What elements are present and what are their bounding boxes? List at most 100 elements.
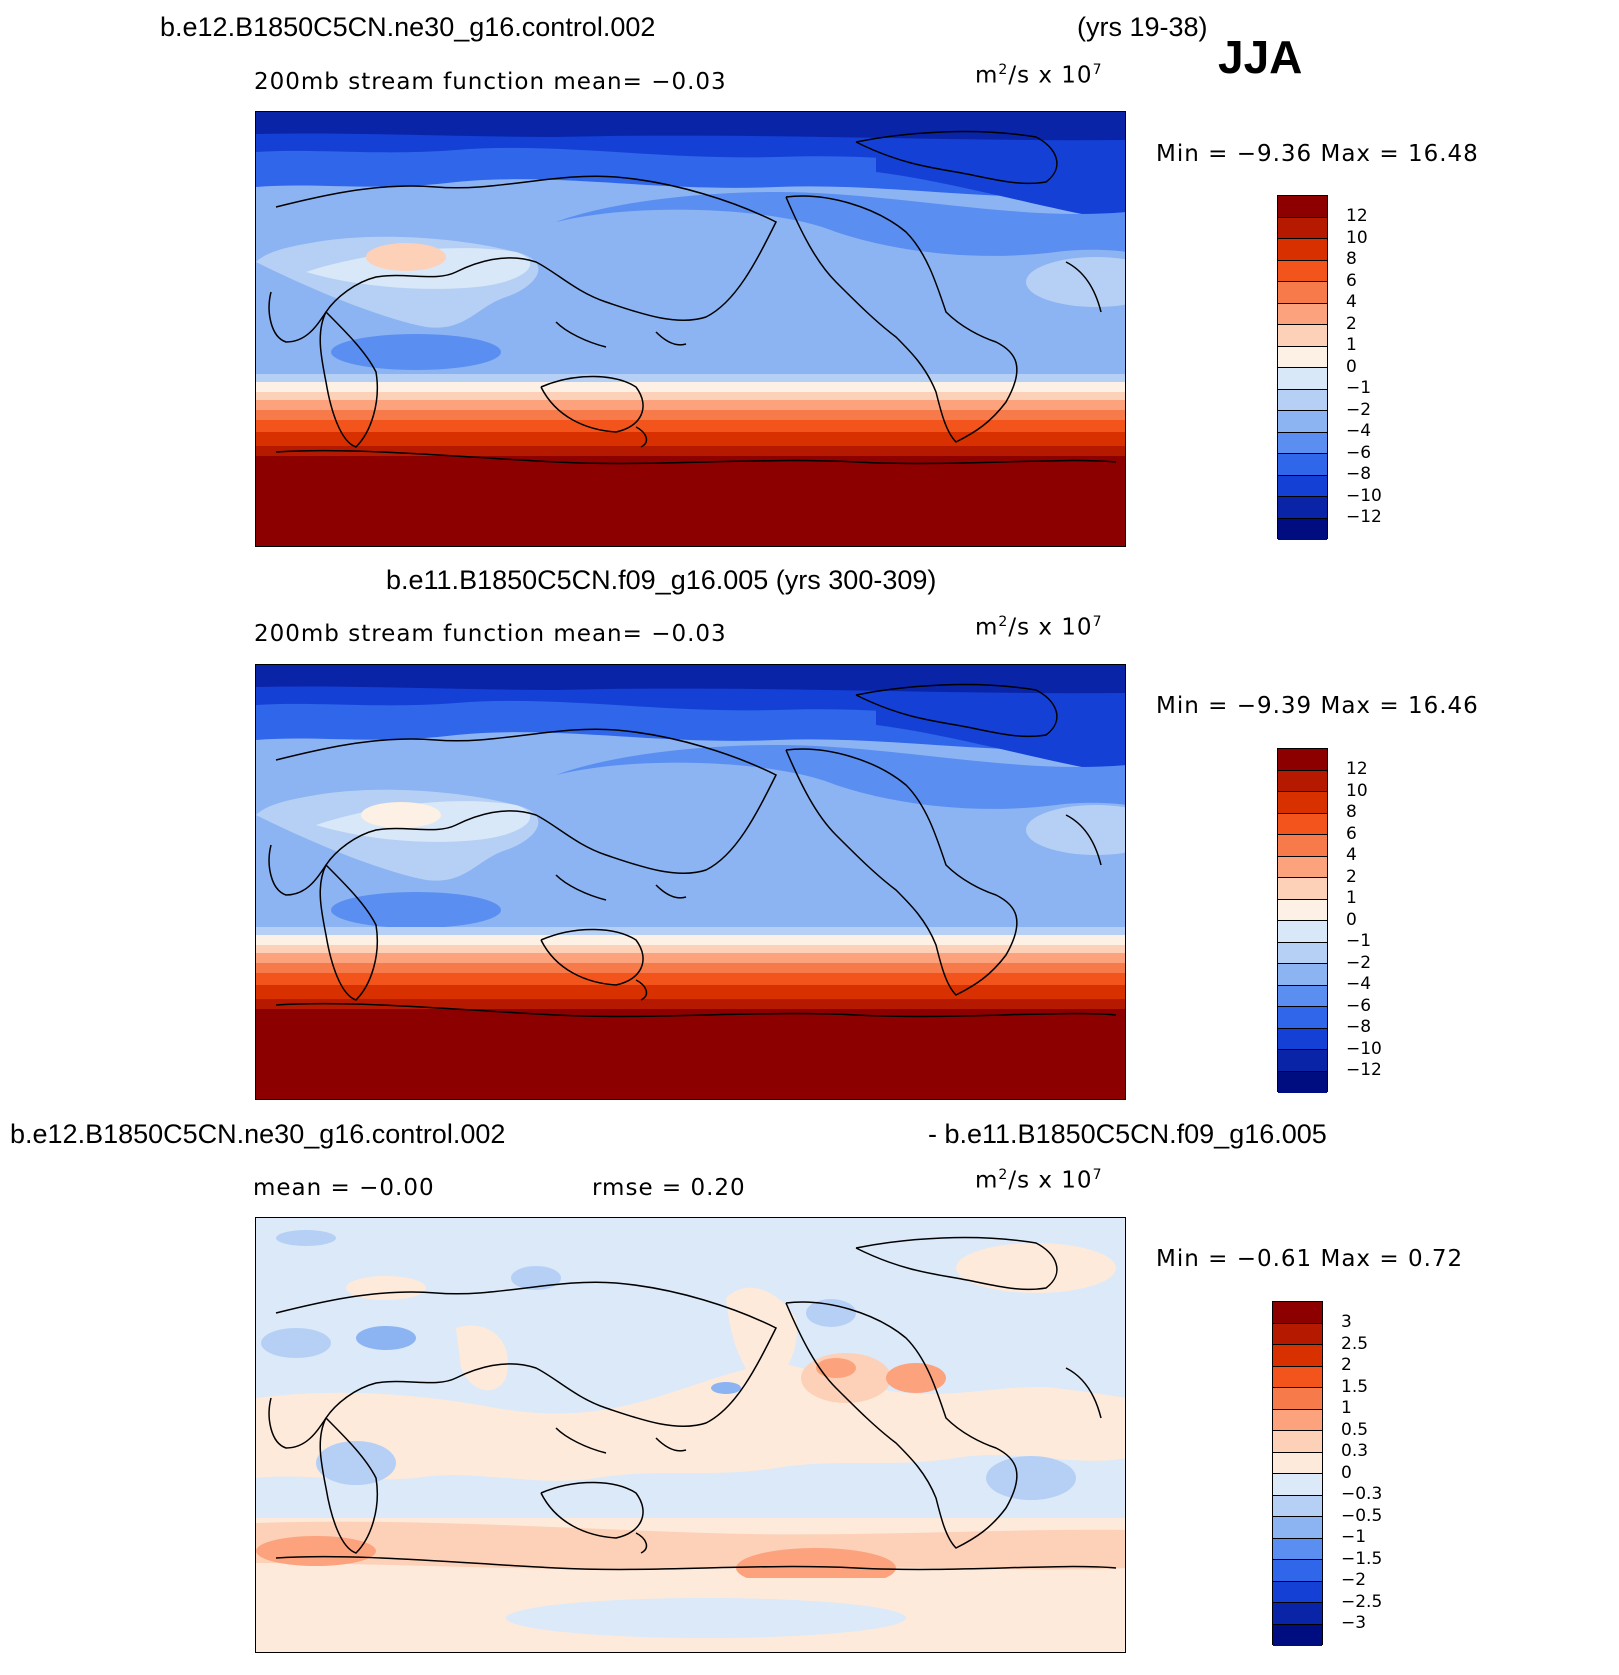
legend-tick: 0.5	[1341, 1419, 1369, 1440]
colorbar-swatch	[1278, 475, 1327, 497]
legend-tick: 12	[1346, 759, 1368, 779]
panel2-units: m2/s x 107	[975, 614, 1103, 641]
legend-tick: 1	[1346, 888, 1357, 908]
legend-tick: −0.3	[1341, 1484, 1383, 1504]
colorbar-swatch	[1278, 921, 1327, 943]
panel3-case-title: b.e12.B1850C5CN.ne30_g16.control.002	[10, 1119, 506, 1149]
legend-tick: −1.5	[1341, 1548, 1383, 1569]
panel1-contours	[256, 112, 1125, 546]
legend-tick: 2	[1346, 313, 1357, 334]
panel1-minmax: Min = −9.36 Max = 16.48	[1156, 141, 1479, 167]
colorbar-swatch	[1278, 518, 1327, 540]
panel2-minmax: Min = −9.39 Max = 16.46	[1156, 693, 1479, 719]
legend-tick: −2	[1346, 399, 1372, 420]
panel1-stat: 200mb stream function mean= −0.03	[254, 69, 727, 95]
colorbar-swatch	[1278, 368, 1327, 390]
legend-tick: −8	[1346, 464, 1372, 484]
panel3-mean: mean = −0.00	[253, 1175, 435, 1201]
colorbar-swatch	[1273, 1302, 1322, 1324]
colorbar-swatch	[1273, 1560, 1322, 1582]
season-label: JJA	[1218, 31, 1303, 83]
legend-tick: 0	[1346, 356, 1357, 377]
colorbar-swatch	[1273, 1388, 1322, 1410]
colorbar-swatch	[1278, 411, 1327, 433]
colorbar-swatch	[1278, 497, 1327, 519]
legend-tick: 0	[1341, 1462, 1352, 1483]
legend-tick: −10	[1346, 1038, 1382, 1059]
legend-tick: −12	[1346, 1060, 1382, 1080]
legend-tick: 8	[1346, 249, 1357, 269]
legend-tick: 4	[1346, 292, 1357, 312]
colorbar-swatch	[1273, 1452, 1322, 1474]
panel1-case-title: b.e12.B1850C5CN.ne30_g16.control.002	[160, 12, 656, 42]
panel3-colorbar	[1272, 1301, 1323, 1646]
legend-tick: 2	[1341, 1355, 1352, 1375]
colorbar-swatch	[1273, 1624, 1322, 1646]
colorbar-swatch	[1278, 432, 1327, 454]
panel3-minmax: Min = −0.61 Max = 0.72	[1156, 1246, 1464, 1272]
colorbar-swatch	[1278, 835, 1327, 857]
legend-tick: 10	[1346, 227, 1368, 248]
legend-tick: −6	[1346, 442, 1372, 463]
colorbar-swatch	[1278, 217, 1327, 239]
colorbar-swatch	[1278, 454, 1327, 476]
colorbar-swatch	[1273, 1409, 1322, 1431]
panel1-years: (yrs 19-38)	[1077, 12, 1208, 42]
colorbar-swatch	[1278, 325, 1327, 347]
panel2-stat: 200mb stream function mean= −0.03	[254, 621, 727, 647]
legend-tick: −0.5	[1341, 1505, 1383, 1526]
legend-tick: 1	[1341, 1398, 1352, 1418]
legend-tick: 8	[1346, 802, 1357, 822]
legend-tick: 10	[1346, 780, 1368, 801]
colorbar-swatch	[1273, 1323, 1322, 1345]
colorbar-swatch	[1273, 1366, 1322, 1388]
legend-tick: 2	[1346, 866, 1357, 887]
colorbar-swatch	[1278, 985, 1327, 1007]
colorbar-swatch	[1278, 964, 1327, 986]
legend-tick: −4	[1346, 974, 1372, 994]
colorbar-swatch	[1278, 1028, 1327, 1050]
colorbar-swatch	[1278, 282, 1327, 304]
panel3-contours	[256, 1218, 1125, 1652]
legend-tick: −1	[1341, 1527, 1367, 1547]
colorbar-swatch	[1273, 1495, 1322, 1517]
colorbar-swatch	[1278, 770, 1327, 792]
colorbar-swatch	[1278, 196, 1327, 218]
panel2-colorbar	[1277, 748, 1328, 1093]
colorbar-swatch	[1278, 792, 1327, 814]
legend-tick: −2	[1341, 1570, 1367, 1590]
legend-tick: −1	[1346, 931, 1372, 951]
legend-tick: 3	[1341, 1312, 1352, 1332]
legend-tick: 6	[1346, 823, 1357, 844]
colorbar-swatch	[1278, 878, 1327, 900]
panel2-map	[255, 664, 1126, 1100]
colorbar-swatch	[1278, 856, 1327, 878]
legend-tick: 6	[1346, 270, 1357, 291]
legend-tick: 4	[1346, 845, 1357, 865]
colorbar-swatch	[1278, 303, 1327, 325]
legend-tick: −12	[1346, 507, 1382, 527]
colorbar-swatch	[1278, 346, 1327, 368]
legend-tick: −3	[1341, 1613, 1367, 1633]
panel1-colorbar	[1277, 195, 1328, 540]
colorbar-swatch	[1273, 1517, 1322, 1539]
panel3-units: m2/s x 107	[975, 1167, 1103, 1194]
colorbar-swatch	[1278, 1071, 1327, 1093]
legend-tick: −10	[1346, 485, 1382, 506]
legend-tick: −2.5	[1341, 1591, 1383, 1612]
colorbar-swatch	[1273, 1431, 1322, 1453]
legend-tick: 0	[1346, 909, 1357, 930]
legend-tick: 1.5	[1341, 1376, 1369, 1397]
colorbar-swatch	[1278, 1007, 1327, 1029]
panel3-map	[255, 1217, 1126, 1653]
colorbar-swatch	[1273, 1581, 1322, 1603]
colorbar-swatch	[1278, 239, 1327, 261]
colorbar-swatch	[1278, 899, 1327, 921]
legend-tick: −4	[1346, 421, 1372, 441]
colorbar-swatch	[1278, 260, 1327, 282]
colorbar-swatch	[1273, 1603, 1322, 1625]
legend-tick: 12	[1346, 206, 1368, 226]
colorbar-swatch	[1278, 813, 1327, 835]
legend-tick: −1	[1346, 378, 1372, 398]
panel3-minus-case: - b.e11.B1850C5CN.f09_g16.005	[928, 1119, 1327, 1149]
